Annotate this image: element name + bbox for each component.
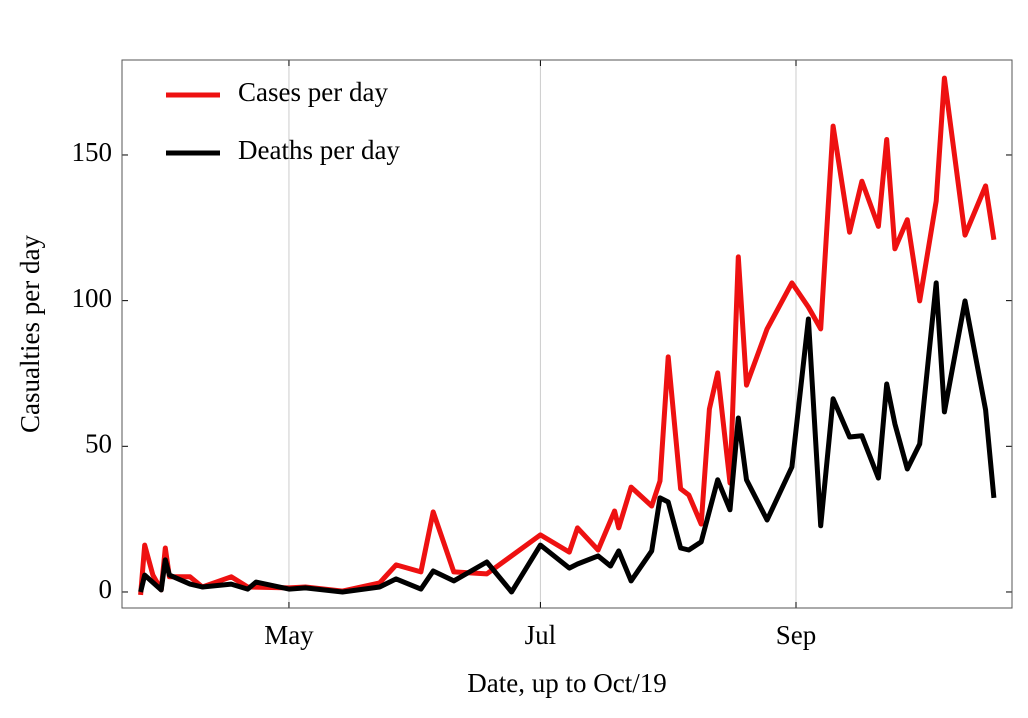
legend-label: Cases per day <box>238 77 388 107</box>
plot-frame <box>121 59 1013 609</box>
y-tick-label: 0 <box>99 574 113 604</box>
legend-label: Deaths per day <box>238 135 400 165</box>
x-axis-label: Date, up to Oct/19 <box>467 668 666 698</box>
x-tick-label: Sep <box>776 620 817 650</box>
y-tick-label: 150 <box>72 137 113 167</box>
series-line <box>138 75 997 596</box>
series-line <box>138 280 997 595</box>
y-axis-label: Casualties per day <box>15 235 45 433</box>
y-tick-label: 50 <box>85 429 112 459</box>
y-tick-label: 100 <box>72 283 113 313</box>
x-tick-label: Jul <box>525 620 557 650</box>
x-tick-label: May <box>264 620 314 650</box>
